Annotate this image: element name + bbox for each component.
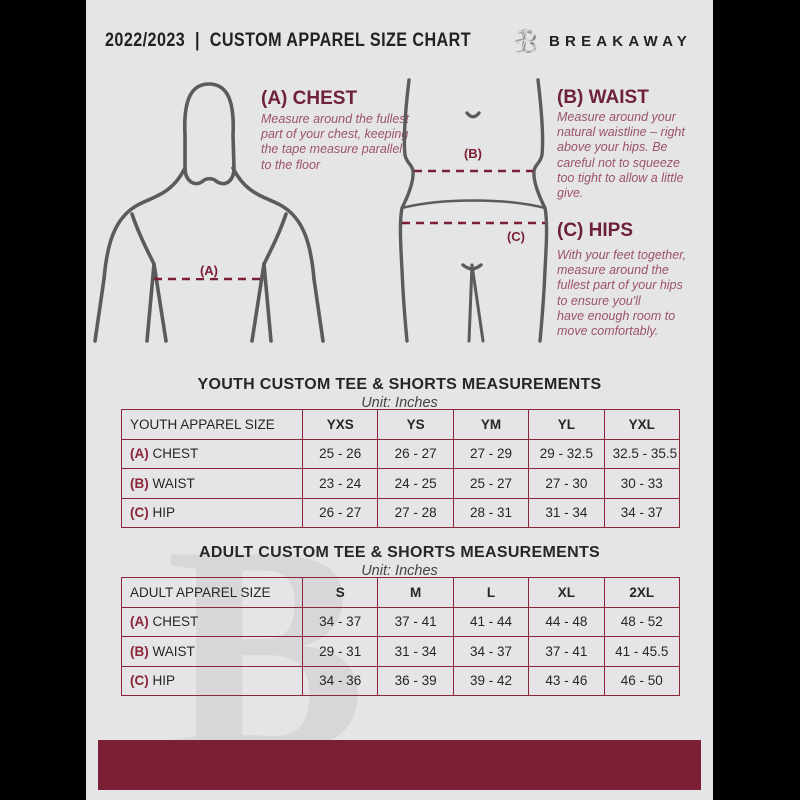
svg-text:(C): (C) [507,229,525,244]
svg-text:(A): (A) [200,263,218,278]
svg-text:(B): (B) [464,146,482,161]
